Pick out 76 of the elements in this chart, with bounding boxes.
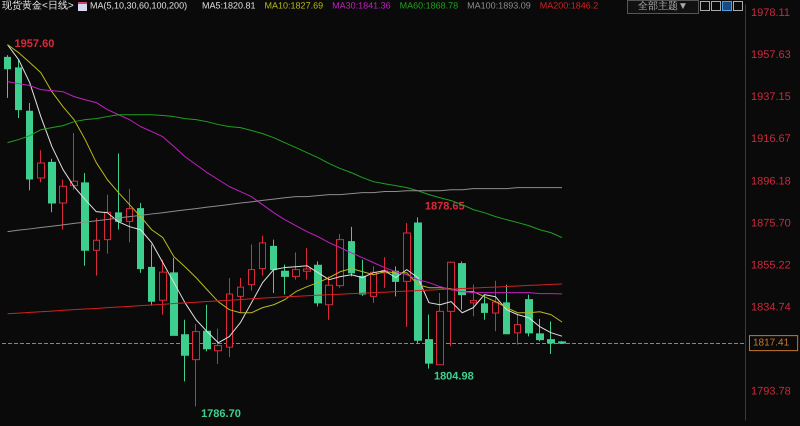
y-tick-label: 1855.22	[751, 259, 791, 272]
candlestick	[137, 202, 144, 274]
candlestick	[425, 314, 433, 370]
text: MA200:1846.2	[540, 0, 598, 10]
candlestick	[48, 158, 56, 213]
candlestick	[226, 278, 233, 358]
legend-title: MA(5,10,30,60,100,200)	[90, 0, 188, 10]
y-tick-label: 1834.74	[751, 302, 791, 314]
annotation: 1804.98	[434, 370, 474, 383]
candlestick	[26, 102, 33, 191]
candlestick	[558, 340, 566, 344]
candlestick	[37, 150, 45, 183]
candlestick	[126, 188, 133, 243]
candlestick	[270, 239, 277, 294]
candlestick	[492, 280, 499, 332]
annotation: 1786.70	[201, 408, 241, 420]
candlestick	[259, 235, 266, 276]
y-tick-label: 1978.11	[751, 6, 790, 19]
candlestick	[458, 260, 466, 310]
text: MA30:1841.36	[332, 0, 391, 10]
text: 全部主题▼	[627, 0, 699, 14]
y-tick-label: 1896.18	[751, 175, 791, 188]
candlestick	[314, 260, 322, 307]
ref-line-label: 1817.41	[753, 338, 790, 349]
candlestick	[181, 319, 189, 382]
y-tick-label: 1957.63	[751, 49, 791, 62]
y-tick-label: 1875.70	[751, 217, 791, 230]
candlestick	[59, 179, 67, 230]
text: MA10:1827.69	[264, 0, 324, 10]
candlestick	[536, 318, 544, 342]
candlestick	[348, 226, 355, 277]
line-series	[7, 114, 563, 238]
candlestick	[281, 264, 289, 296]
candlestick	[481, 294, 488, 320]
candlestick	[547, 320, 555, 355]
candlestick	[436, 292, 444, 366]
line-series	[7, 187, 563, 232]
candlestick	[15, 58, 22, 118]
candlestick	[203, 304, 211, 352]
candlestick	[70, 132, 78, 190]
text: MA60:1868.78	[400, 0, 458, 10]
text: MA100:1893.09	[467, 0, 531, 10]
candlestick	[148, 244, 155, 306]
candlestick	[4, 54, 11, 98]
candlestick	[192, 324, 200, 407]
candlestick	[93, 218, 100, 276]
candlestick	[503, 284, 510, 334]
candlestick	[414, 216, 422, 344]
candlestick	[325, 276, 333, 320]
candlestick	[370, 266, 377, 304]
candlestick	[214, 328, 222, 364]
candlestick	[359, 259, 366, 296]
candlestick	[237, 278, 244, 314]
candlestick	[81, 172, 89, 266]
candlestick	[170, 257, 178, 336]
candlestick	[159, 259, 167, 316]
y-tick-label: 1916.67	[751, 133, 791, 146]
line-series	[7, 81, 563, 294]
candlestick	[303, 248, 311, 280]
annotation: 1878.65	[424, 200, 465, 212]
candlestick	[403, 222, 411, 328]
candlestick	[336, 234, 344, 288]
candlestick	[447, 260, 455, 347]
line-series	[7, 283, 563, 314]
chart-title: 现货黄金<日线>	[2, 0, 74, 12]
candlestick	[115, 153, 122, 230]
candlestick	[248, 244, 255, 292]
text: MA5:1820.81	[202, 0, 256, 10]
y-tick-label: 1937.15	[751, 91, 791, 104]
y-tick-label: 1793.78	[751, 386, 791, 398]
candlestick	[104, 194, 111, 254]
candlestick	[525, 294, 533, 337]
candlestick	[470, 284, 477, 317]
candlestick	[514, 314, 521, 346]
candlestick	[292, 252, 300, 280]
annotation: 1957.60	[14, 38, 54, 50]
